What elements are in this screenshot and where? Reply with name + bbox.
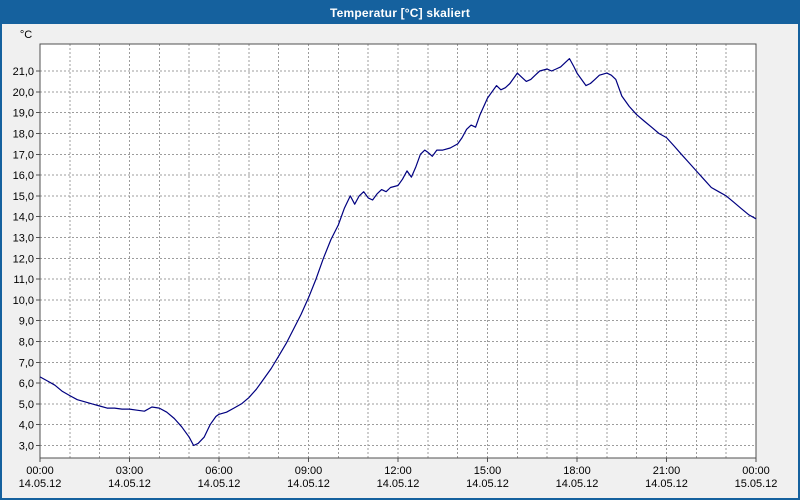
svg-text:10,0: 10,0	[13, 295, 34, 307]
temperature-series-line	[39, 57, 757, 447]
svg-text:16,0: 16,0	[13, 170, 34, 182]
svg-text:14,0: 14,0	[13, 212, 34, 224]
svg-text:14.05.12: 14.05.12	[19, 478, 62, 490]
svg-text:14.05.12: 14.05.12	[645, 478, 688, 490]
temperature-line-chart: 3,0 4,0 5,0 6,0 7,0 8,0 9,0 10,0 11,0 12,0 13,0 14,…	[13, 29, 778, 490]
svg-text:00:00: 00:00	[742, 465, 770, 477]
svg-text:7,0: 7,0	[19, 357, 34, 369]
svg-text:14.05.12: 14.05.12	[466, 478, 509, 490]
svg-text:12,0: 12,0	[13, 253, 34, 265]
svg-text:4,0: 4,0	[19, 420, 34, 432]
svg-text:°C: °C	[20, 29, 32, 41]
svg-text:11,0: 11,0	[13, 274, 34, 286]
svg-text:17,0: 17,0	[13, 149, 34, 161]
svg-text:18,0: 18,0	[13, 128, 34, 140]
svg-text:21:00: 21:00	[653, 465, 681, 477]
svg-text:14.05.12: 14.05.12	[198, 478, 241, 490]
svg-text:6,0: 6,0	[19, 378, 34, 390]
svg-text:8,0: 8,0	[19, 336, 34, 348]
svg-text:9,0: 9,0	[19, 316, 34, 328]
svg-text:13,0: 13,0	[13, 232, 34, 244]
svg-text:14.05.12: 14.05.12	[287, 478, 330, 490]
svg-text:20,0: 20,0	[13, 87, 34, 99]
svg-text:14.05.12: 14.05.12	[377, 478, 420, 490]
svg-text:03:00: 03:00	[116, 465, 144, 477]
svg-text:00:00: 00:00	[26, 465, 54, 477]
svg-text:09:00: 09:00	[295, 465, 323, 477]
svg-text:06:00: 06:00	[205, 465, 233, 477]
svg-text:18:00: 18:00	[563, 465, 591, 477]
svg-text:19,0: 19,0	[13, 108, 34, 120]
svg-text:5,0: 5,0	[19, 399, 34, 411]
window-titlebar: Temperatur [°C] skaliert	[2, 2, 798, 24]
svg-text:15:00: 15:00	[474, 465, 502, 477]
chart-area: 3,0 4,0 5,0 6,0 7,0 8,0 9,0 10,0 11,0 12,0 13,0 14,…	[2, 24, 798, 498]
svg-text:21,0: 21,0	[13, 66, 34, 78]
svg-text:14.05.12: 14.05.12	[556, 478, 599, 490]
svg-text:14.05.12: 14.05.12	[108, 478, 151, 490]
svg-text:12:00: 12:00	[384, 465, 412, 477]
svg-text:15,0: 15,0	[13, 191, 34, 203]
svg-text:3,0: 3,0	[19, 441, 34, 453]
svg-text:15.05.12: 15.05.12	[735, 478, 778, 490]
window-title: Temperatur [°C] skaliert	[329, 6, 471, 20]
